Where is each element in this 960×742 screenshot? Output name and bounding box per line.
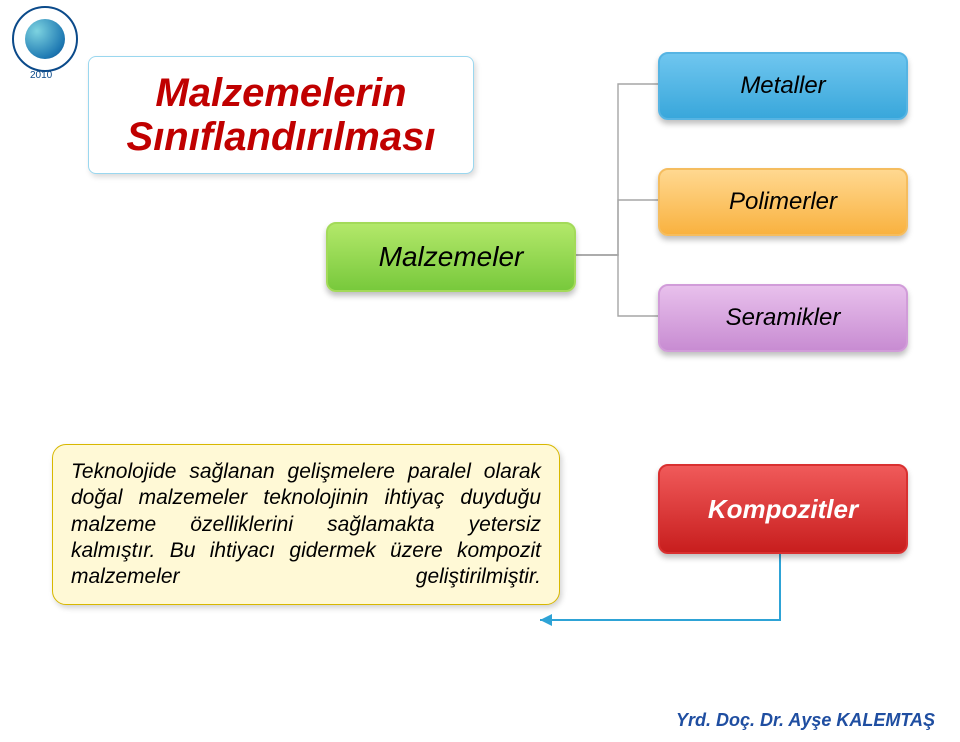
- center-node-label: Malzemeler: [379, 241, 524, 273]
- description-box: Teknolojide sağlanan gelişmelere paralel…: [52, 444, 560, 605]
- description-text: Teknolojide sağlanan gelişmelere paralel…: [71, 460, 541, 588]
- category-polimerler: Polimerler: [658, 168, 908, 236]
- slide-title-box: Malzemelerin Sınıflandırılması: [88, 56, 474, 174]
- logo-globe-icon: [25, 19, 65, 59]
- title-line2: Sınıflandırılması: [127, 115, 436, 159]
- university-logo: [12, 6, 78, 72]
- slide-title: Malzemelerin Sınıflandırılması: [111, 71, 451, 159]
- category-seramikler: Seramikler: [658, 284, 908, 352]
- category-label: Seramikler: [726, 304, 841, 332]
- logo-year: 2010: [30, 70, 52, 81]
- category-kompozitler: Kompozitler: [658, 464, 908, 554]
- center-node-malzemeler: Malzemeler: [326, 222, 576, 292]
- category-label: Kompozitler: [708, 494, 858, 525]
- category-label: Metaller: [740, 72, 825, 100]
- footer-author: Yrd. Doç. Dr. Ayşe KALEMTAŞ: [676, 710, 935, 731]
- title-line1: Malzemelerin: [155, 71, 406, 115]
- category-label: Polimerler: [729, 188, 837, 216]
- category-metaller: Metaller: [658, 52, 908, 120]
- slide-stage: 2010 Malzemelerin Sınıflandırılması Malz…: [0, 0, 960, 742]
